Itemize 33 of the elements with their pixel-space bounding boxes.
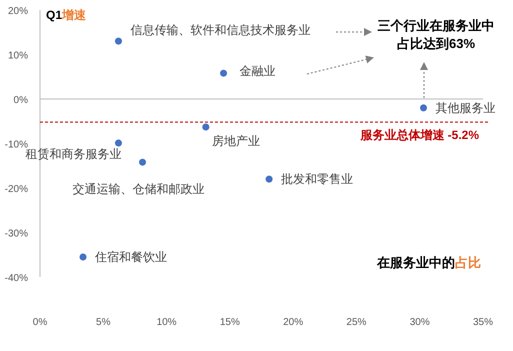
y-tick-label: -20% (4, 184, 28, 195)
series-label: 批发和零售业 (281, 172, 354, 186)
point (202, 124, 210, 131)
series-label: 住宿和餐饮业 (94, 250, 168, 264)
point (420, 104, 428, 112)
ref-line-label: 服务业总体增速 -5.2% (359, 128, 480, 142)
x-tick-label: 35% (472, 317, 494, 328)
x-tick-label: 10% (156, 317, 177, 328)
x-tick-label: 30% (410, 317, 430, 328)
y-tick-label: -40% (4, 273, 28, 284)
point (220, 70, 228, 77)
point (266, 176, 273, 183)
series-label: 交通运输、仓储和邮政业 (72, 182, 205, 196)
series-label: 房地产业 (212, 134, 260, 148)
y-tick-label: 20% (8, 6, 28, 17)
series-label: 其他服务业 (436, 100, 496, 115)
y-tick-label: 0% (14, 95, 28, 106)
y-tick-label: -30% (4, 228, 28, 240)
x-tick-label: 15% (220, 317, 240, 328)
series-label: 信息传输、软件和信息技术服务业 (130, 23, 310, 38)
x-tick-label: 5% (96, 317, 111, 328)
x-tick-label: 25% (346, 317, 367, 328)
point (114, 38, 122, 45)
point (139, 158, 146, 166)
text: 三个行业在服务业中占比达到63% (378, 18, 494, 51)
x-tick-label: 0% (32, 317, 48, 328)
series-label: 金融业 (240, 64, 276, 78)
x-tick-label: 20% (283, 317, 304, 328)
y-tick-label: 10% (8, 50, 28, 62)
point (114, 140, 122, 147)
y-axis-title: Q1增速 (46, 8, 88, 22)
x-axis-title: 在服务业中的占比 (376, 255, 481, 270)
point (80, 253, 87, 260)
